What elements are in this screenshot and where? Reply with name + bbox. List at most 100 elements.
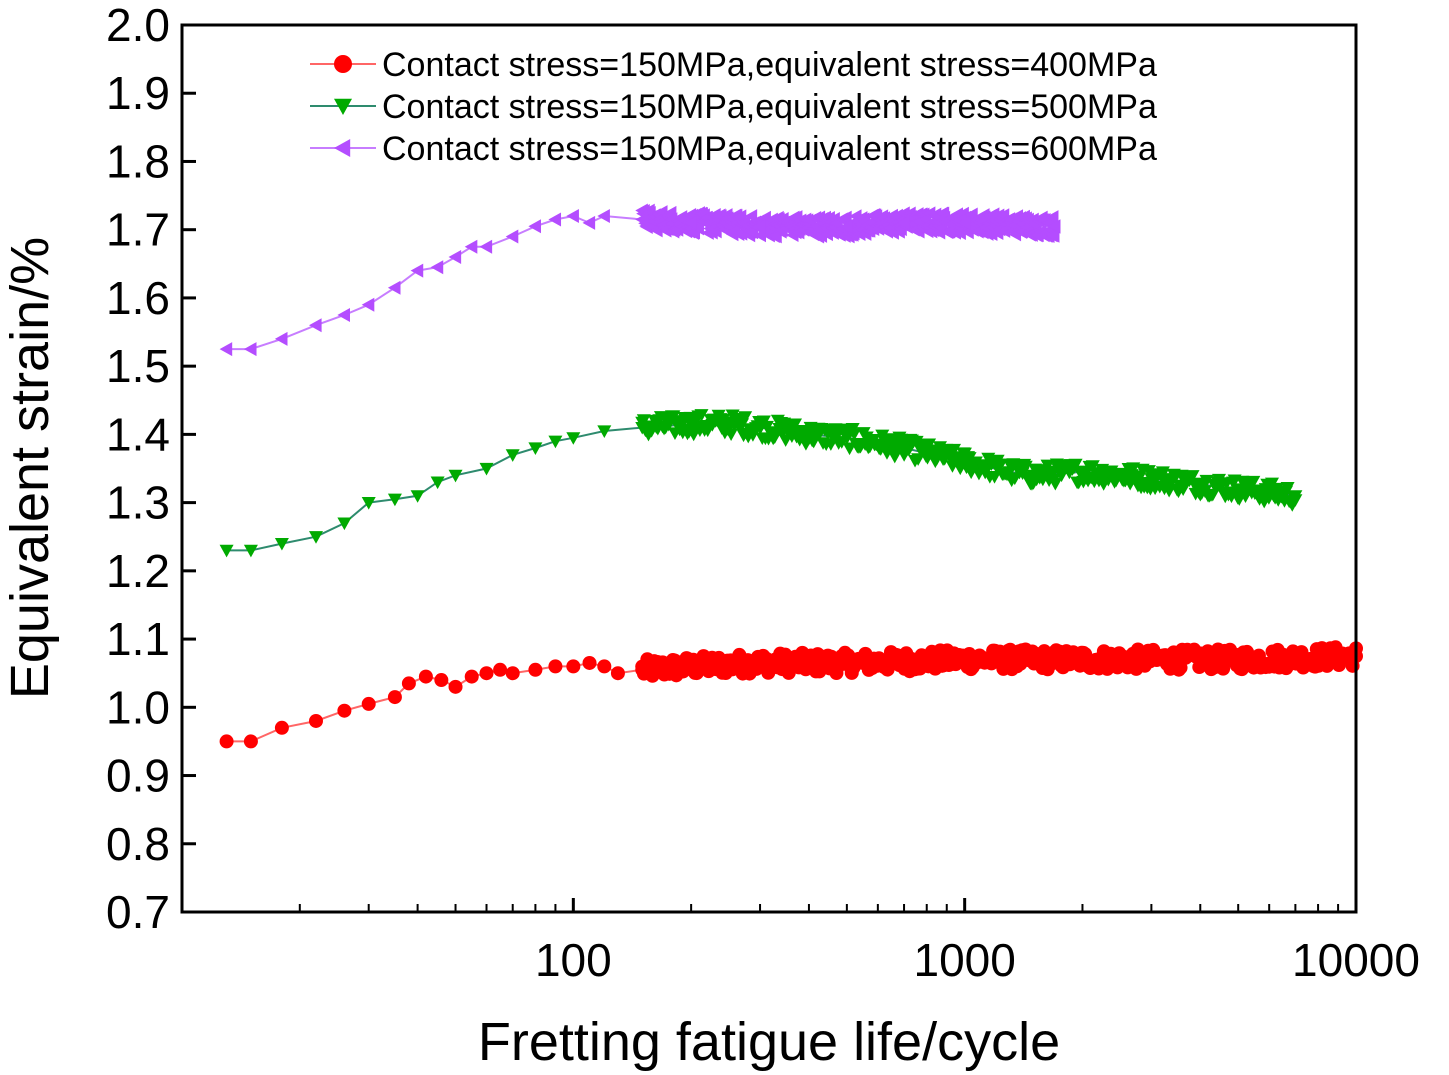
series-marker bbox=[1048, 477, 1063, 491]
series-marker bbox=[566, 432, 581, 445]
series-marker bbox=[753, 421, 768, 435]
series-marker bbox=[897, 215, 910, 230]
series-marker bbox=[243, 734, 258, 749]
series-marker bbox=[548, 212, 562, 227]
series-marker bbox=[1085, 460, 1100, 473]
series-marker bbox=[1075, 466, 1090, 479]
y-tick-label: 1.4 bbox=[106, 408, 170, 460]
series-marker bbox=[430, 260, 444, 275]
series-marker bbox=[1045, 210, 1059, 225]
series-marker bbox=[505, 229, 519, 244]
y-tick-label: 1.1 bbox=[106, 613, 170, 665]
series-marker bbox=[337, 703, 352, 718]
series-marker bbox=[387, 493, 402, 507]
series-marker bbox=[219, 544, 234, 558]
series-marker bbox=[410, 490, 425, 503]
series-3 bbox=[219, 203, 1061, 357]
series-marker bbox=[448, 469, 463, 483]
series-marker bbox=[597, 425, 612, 438]
series-marker bbox=[464, 669, 479, 684]
legend-marker bbox=[334, 139, 351, 157]
legend-marker bbox=[334, 98, 352, 115]
series-marker bbox=[788, 418, 803, 432]
y-tick-label: 1.2 bbox=[106, 545, 170, 597]
series-marker bbox=[897, 442, 912, 456]
series-marker bbox=[361, 497, 376, 510]
series-marker bbox=[1054, 469, 1069, 483]
series-marker bbox=[1144, 473, 1159, 486]
series-marker bbox=[361, 297, 375, 312]
legend: Contact stress=150MPa,equivalent stress=… bbox=[310, 46, 1157, 168]
series-marker bbox=[691, 221, 704, 236]
series-marker bbox=[309, 531, 324, 544]
legend-label: Contact stress=150MPa,equivalent stress=… bbox=[382, 46, 1157, 84]
series-marker bbox=[1185, 470, 1200, 483]
series-marker bbox=[820, 227, 833, 242]
series-marker bbox=[274, 331, 288, 346]
series-marker bbox=[430, 476, 445, 490]
series-2 bbox=[219, 409, 1303, 558]
series-marker bbox=[243, 544, 258, 558]
series-marker bbox=[1002, 466, 1017, 479]
series-marker bbox=[401, 676, 416, 691]
legend-label: Contact stress=150MPa,equivalent stress=… bbox=[382, 88, 1157, 126]
series-marker bbox=[582, 215, 596, 230]
series-marker bbox=[753, 219, 766, 234]
legend-label: Contact stress=150MPa,equivalent stress=… bbox=[382, 130, 1157, 168]
series-marker bbox=[847, 428, 862, 441]
series-marker bbox=[911, 453, 926, 466]
y-tick-label: 1.3 bbox=[106, 477, 170, 529]
series-marker bbox=[839, 219, 853, 234]
series-marker bbox=[753, 655, 768, 670]
series-marker bbox=[1246, 475, 1261, 489]
y-tick-label: 1.7 bbox=[106, 204, 170, 256]
series-marker bbox=[493, 662, 508, 677]
series-marker bbox=[1199, 474, 1214, 488]
series-marker bbox=[410, 263, 424, 278]
series-marker bbox=[448, 679, 463, 694]
x-tick-label: 10000 bbox=[1292, 934, 1420, 986]
series-marker bbox=[1280, 481, 1295, 495]
series-marker bbox=[839, 432, 854, 445]
series-marker bbox=[566, 209, 579, 224]
series-marker bbox=[987, 470, 1002, 484]
series-marker bbox=[1155, 466, 1170, 479]
series-marker bbox=[839, 655, 854, 670]
x-tick-label: 100 bbox=[535, 934, 612, 986]
series-marker bbox=[957, 652, 972, 667]
series-1 bbox=[219, 640, 1363, 749]
series-marker bbox=[694, 409, 709, 422]
tick-layer bbox=[182, 23, 1358, 914]
series-marker bbox=[274, 537, 289, 551]
series-marker bbox=[1047, 219, 1061, 234]
series-marker bbox=[597, 659, 612, 674]
series-marker bbox=[464, 239, 478, 254]
series-marker bbox=[684, 659, 699, 674]
series-marker bbox=[479, 666, 494, 681]
series-marker bbox=[434, 673, 449, 688]
y-axis-title: Equivalent strain/% bbox=[0, 237, 60, 699]
series-marker bbox=[738, 411, 753, 424]
y-tick-label: 1.5 bbox=[106, 340, 170, 392]
series-marker bbox=[582, 655, 597, 670]
series-marker bbox=[1231, 652, 1246, 667]
plot-frame bbox=[180, 23, 1358, 914]
legend-marker bbox=[334, 55, 352, 73]
series-marker bbox=[1176, 483, 1191, 497]
y-tick-label: 0.8 bbox=[106, 818, 170, 870]
series-marker bbox=[387, 280, 401, 295]
series-marker bbox=[635, 421, 650, 435]
series-marker bbox=[839, 210, 852, 225]
y-tick-label: 1.9 bbox=[106, 67, 170, 119]
series-marker bbox=[801, 428, 816, 442]
series-line bbox=[226, 423, 1296, 552]
series-marker bbox=[635, 662, 650, 677]
series-marker bbox=[957, 215, 971, 230]
y-tick-label: 1.6 bbox=[106, 272, 170, 324]
series-marker bbox=[337, 517, 352, 531]
series-marker bbox=[361, 696, 376, 711]
series-marker bbox=[505, 449, 520, 462]
series-marker bbox=[724, 428, 739, 441]
